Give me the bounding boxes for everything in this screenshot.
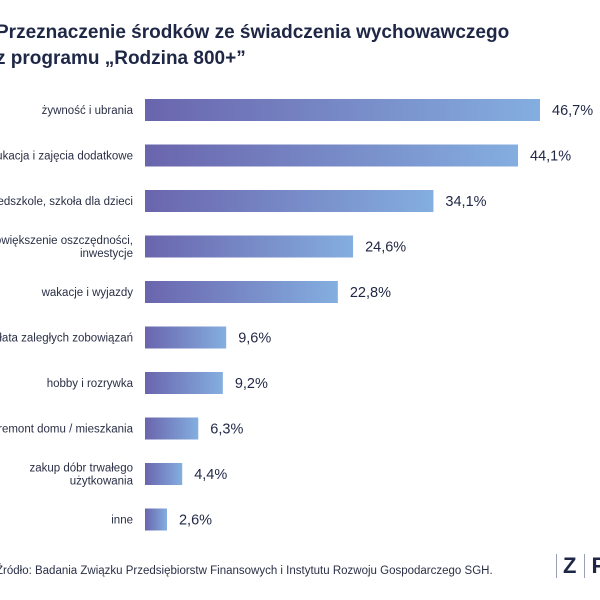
bar-chart: żywność i ubrania 46,7% edukacja i zajęcia… bbox=[0, 99, 593, 531]
category-label-8: zakup dóbr trwałego użytkowania bbox=[29, 463, 133, 488]
category-label-6: hobby i rozrywka bbox=[47, 378, 134, 390]
value-label-3: 24,6% bbox=[365, 240, 406, 256]
value-label-6: 9,2% bbox=[235, 376, 268, 392]
value-label-4: 22,8% bbox=[350, 285, 391, 301]
bar-5 bbox=[145, 326, 227, 349]
bar-1 bbox=[145, 144, 519, 167]
logo-letter-p: P bbox=[591, 553, 600, 579]
source-note: Źródło: Badania Związku Przedsiębiorstw … bbox=[0, 565, 493, 577]
category-label-9: inne bbox=[111, 515, 133, 527]
category-label-0: żywność i ubrania bbox=[42, 105, 134, 117]
bar-8 bbox=[145, 463, 183, 485]
bar-0 bbox=[145, 99, 540, 121]
value-label-0: 46,7% bbox=[552, 103, 593, 119]
zpf-logo: Z P bbox=[556, 552, 600, 580]
value-label-7: 6,3% bbox=[210, 422, 243, 438]
value-label-5: 9,6% bbox=[238, 331, 271, 347]
bar-3 bbox=[145, 235, 354, 258]
logo-letter-z: Z bbox=[563, 553, 579, 578]
logo-divider-2 bbox=[584, 554, 586, 578]
bar-4 bbox=[145, 281, 338, 303]
bar-9 bbox=[145, 508, 167, 531]
category-label-7: remont domu / mieszkania bbox=[0, 424, 134, 436]
bar-2 bbox=[145, 190, 434, 212]
category-label-4: wakacje i wyjazdy bbox=[41, 287, 134, 299]
value-label-1: 44,1% bbox=[530, 149, 571, 165]
category-label-2: przedszkole, szkoła dla dzieci bbox=[0, 196, 133, 208]
value-label-8: 4,4% bbox=[194, 467, 227, 483]
title-line-1: Przeznaczenie środków ze świadczenia wyc… bbox=[0, 22, 510, 43]
category-label-1: edukacja i zajęcia dodatkowe bbox=[0, 151, 133, 163]
bars-group: żywność i ubrania 46,7% edukacja i zajęcia… bbox=[0, 99, 593, 531]
title-line-2: z programu „Rodzina 800+” bbox=[0, 48, 246, 69]
logo-divider bbox=[556, 554, 557, 578]
chart-title: Przeznaczenie środków ze świadczenia wyc… bbox=[0, 20, 596, 72]
category-label-3: powiększenie oszczędności, inwestycje bbox=[0, 235, 133, 260]
value-label-9: 2,6% bbox=[179, 513, 212, 529]
value-label-2: 34,1% bbox=[445, 194, 486, 210]
bar-7 bbox=[145, 417, 199, 440]
category-label-5: spłata zaległych zobowiązań bbox=[0, 333, 133, 345]
bar-6 bbox=[145, 372, 223, 394]
